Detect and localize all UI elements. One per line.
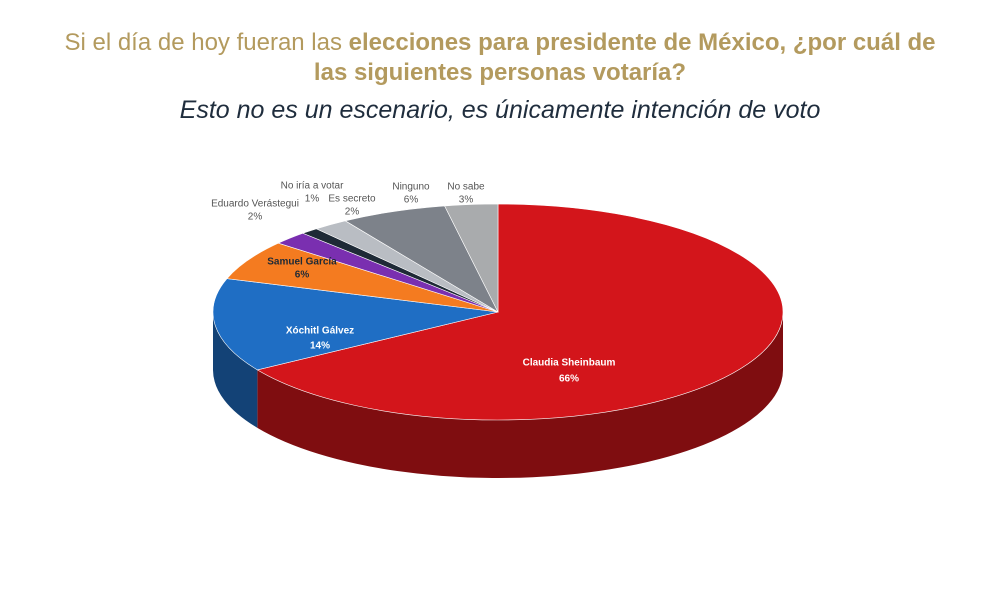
slice-label: Claudia Sheinbaum bbox=[523, 358, 616, 369]
value-label: 2% bbox=[345, 207, 360, 218]
slice bbox=[444, 203, 499, 313]
slice-label: Xóchitl Gálvez bbox=[286, 326, 354, 337]
slice-label: Samuel García bbox=[267, 257, 337, 268]
title-text: Si el día de hoy fueran las bbox=[64, 29, 342, 56]
slice-side bbox=[257, 312, 783, 479]
slice bbox=[212, 278, 499, 371]
value-label: 1% bbox=[305, 194, 320, 205]
chart-subtitle: Esto no es un escenario, es únicamente i… bbox=[179, 96, 821, 124]
slice bbox=[256, 203, 784, 421]
value-label: 3% bbox=[459, 195, 474, 206]
value-label: 66% bbox=[559, 374, 579, 385]
value-label: 14% bbox=[310, 341, 330, 352]
value-label: 6% bbox=[295, 270, 310, 281]
value-label: 6% bbox=[404, 195, 419, 206]
value-label: 2% bbox=[248, 212, 263, 223]
slice-label: Eduardo Verástegui bbox=[211, 199, 299, 210]
slice-label: Ninguno bbox=[392, 182, 430, 193]
title-bold: elecciones para presidente de México, ¿p… bbox=[313, 29, 936, 86]
slice-label: No sabe bbox=[447, 182, 485, 193]
slice-label: Es secreto bbox=[328, 194, 376, 205]
header: Si el día de hoy fueran las elecciones p… bbox=[0, 28, 1000, 125]
slice-side bbox=[213, 312, 258, 428]
chart-title: Si el día de hoy fueran las elecciones p… bbox=[50, 28, 950, 88]
slice-label: No iría a votar bbox=[281, 181, 344, 192]
